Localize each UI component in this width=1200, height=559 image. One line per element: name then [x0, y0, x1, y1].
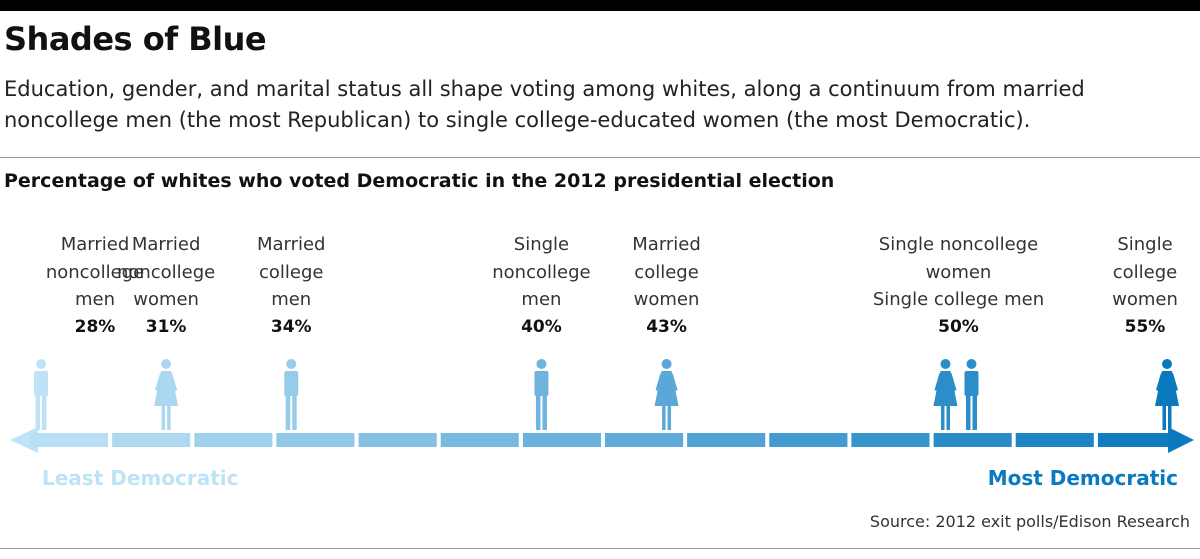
percent-value: 31% — [145, 316, 187, 337]
divider-top — [0, 157, 1200, 158]
woman-icon — [654, 359, 679, 430]
category-label-line: women — [133, 289, 199, 310]
scale-segment — [687, 433, 766, 447]
scale-segment — [440, 433, 519, 447]
category-label-line: noncollege — [45, 261, 145, 283]
source-note: Source: 2012 exit polls/Edison Research — [869, 512, 1190, 531]
category-label: Single college women 55% — [1090, 231, 1200, 341]
scale-segment — [194, 433, 273, 447]
percent-value: 40% — [521, 316, 562, 337]
category-label: Married college men 34% — [196, 231, 386, 341]
category-label-line: Single college men — [872, 289, 1045, 310]
category-label-line: Married — [60, 234, 130, 255]
least-democratic-label: Least Democratic — [42, 466, 239, 490]
category-label: Single noncollege women Single college men… — [863, 231, 1053, 341]
category-label-line: men — [74, 289, 116, 310]
category-label-line: Married — [131, 234, 201, 255]
category-label-line: noncollege — [492, 261, 591, 283]
scale-segment — [522, 433, 601, 447]
category-label: Single noncollege men 40% — [446, 231, 636, 341]
category-label-line: men — [521, 289, 562, 310]
category-label-line: Married — [632, 234, 701, 255]
percent-value: 34% — [270, 316, 312, 337]
man-icon — [284, 359, 299, 430]
scale-segment — [358, 433, 437, 447]
category-label-line: women — [633, 289, 700, 310]
man-icon — [964, 359, 979, 430]
category-label-line: college — [1112, 261, 1178, 283]
percent-value: 28% — [74, 316, 116, 337]
voting-scale-chart — [10, 359, 1194, 453]
category-label-line: men — [271, 289, 312, 310]
man-icon — [34, 359, 48, 430]
category-label-line: Single — [513, 234, 570, 255]
category-label-line: Married — [256, 234, 326, 255]
category-label-line: women — [1112, 289, 1178, 310]
category-label-line: noncollege — [116, 261, 216, 283]
category-label: Married college women 43% — [572, 231, 762, 341]
category-label-line: Single noncollege — [878, 234, 1039, 255]
subtitle: Education, gender, and marital status al… — [4, 77, 1085, 132]
scale-segment — [769, 433, 848, 447]
scale-segment — [1097, 433, 1176, 447]
scale-segment — [30, 433, 109, 447]
scale-segment — [276, 433, 355, 447]
chart-title: Percentage of whites who voted Democrati… — [4, 170, 835, 192]
category-label-line: college — [634, 261, 699, 283]
percent-value: 43% — [646, 316, 687, 337]
category-label-line: Single — [1117, 234, 1173, 255]
man-icon — [534, 359, 549, 430]
scale-segment — [933, 433, 1012, 447]
category-label-line: women — [925, 261, 992, 283]
woman-icon — [933, 359, 958, 430]
divider-bottom — [0, 548, 1200, 549]
percent-value: 50% — [938, 316, 979, 337]
top-bar — [0, 0, 1200, 11]
woman-icon — [154, 359, 179, 430]
most-democratic-label: Most Democratic — [987, 466, 1178, 490]
scale-segment — [605, 433, 684, 447]
page-title: Shades of Blue — [4, 20, 267, 58]
scale-segment — [851, 433, 930, 447]
arrowhead-right — [1168, 427, 1194, 453]
category-label: Married noncollege women 31% — [71, 231, 261, 341]
woman-icon — [1155, 359, 1179, 430]
category-label-line: college — [258, 261, 324, 283]
scale-segment — [1015, 433, 1094, 447]
scale-segment — [112, 433, 191, 447]
percent-value: 55% — [1124, 316, 1166, 337]
category-label: Married noncollege men 28% — [0, 231, 190, 341]
